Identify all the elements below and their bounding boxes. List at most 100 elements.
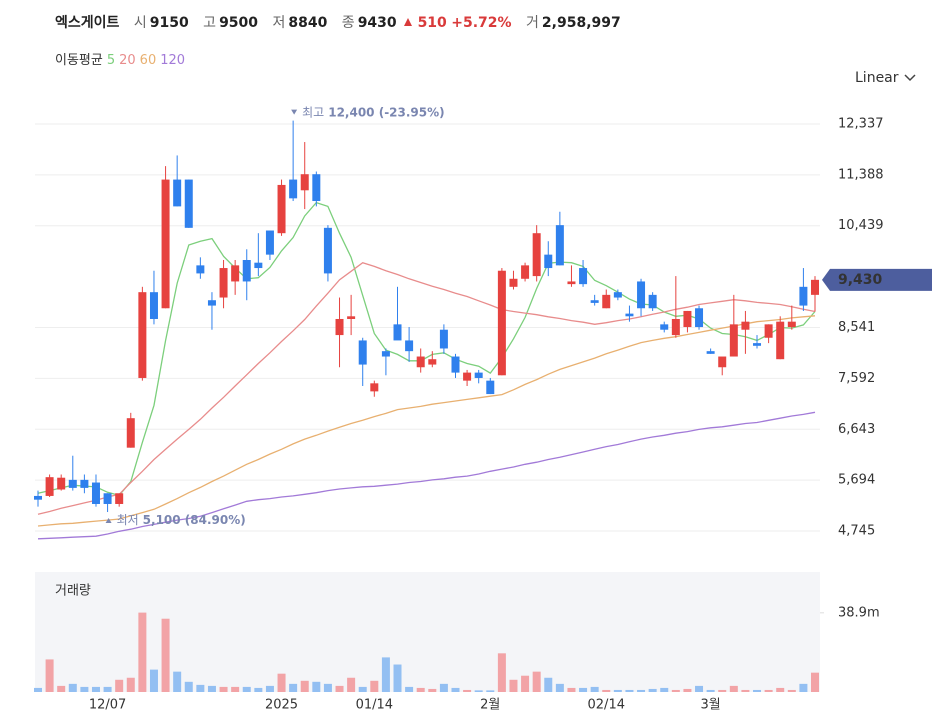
candle-body [602, 294, 611, 309]
annotation-value: 12,400 (-23.95%) [328, 105, 444, 119]
candle-body [706, 351, 715, 354]
candle-body [57, 477, 66, 490]
candle-body [532, 233, 541, 277]
candle-body [637, 281, 646, 309]
candle-body [91, 482, 100, 504]
volume-bar [254, 687, 263, 692]
last-price-badge [822, 268, 932, 291]
candle-body [544, 254, 553, 269]
volume-bar [497, 653, 506, 692]
volume-bar [439, 683, 448, 692]
volume-bar [683, 688, 692, 692]
volume-bar [463, 689, 472, 692]
candle-body [463, 372, 472, 381]
ma-line [37, 261, 816, 515]
candle-body [648, 294, 657, 309]
candle-body [381, 351, 390, 357]
legend-title: 이동평균 [55, 53, 103, 68]
volume-bar [718, 689, 727, 692]
candle-body [555, 225, 564, 266]
candle-body [196, 265, 205, 274]
x-tick-label: 02/14 [588, 698, 625, 713]
close-value: 9430 [357, 15, 397, 31]
volume-bar [544, 677, 553, 692]
candle-body [68, 479, 77, 488]
y-tick-label: 8,541 [838, 320, 875, 335]
candle-body [149, 292, 158, 319]
x-tick-label: 3월 [701, 698, 721, 713]
candle-body [277, 184, 286, 234]
volume-bar [265, 685, 274, 692]
candle-body [173, 179, 182, 207]
volume-bar [34, 687, 42, 692]
candle-body [567, 281, 576, 285]
candle-body [428, 359, 437, 365]
volume-bar [474, 690, 483, 692]
y-tick-label: 6,643 [838, 422, 875, 437]
x-tick-label: 2월 [480, 698, 500, 713]
low-label: 저 [272, 15, 286, 31]
candle-body [695, 308, 704, 328]
volume-bar [161, 618, 170, 692]
volume-bar [138, 612, 147, 692]
high-value: 9500 [219, 15, 259, 31]
volume-bar [126, 677, 135, 692]
candle-body [405, 340, 414, 352]
candle-body [347, 316, 356, 319]
candle-body [590, 300, 599, 303]
candle-body [787, 321, 796, 328]
x-tick-label: 2025 [265, 698, 298, 713]
quote-header: 엑스게이트 시 9150 고 9500 저 8840 종 9430 510 +5.72%… [55, 12, 621, 32]
volume-bar [300, 680, 309, 692]
ma-line [37, 315, 816, 527]
annotation-label: 최저 [117, 513, 139, 527]
candle-body [613, 292, 622, 298]
volume-value: 2,958,997 [541, 15, 621, 31]
candle-body [741, 321, 750, 330]
candle-body [497, 270, 506, 376]
candle-body [289, 179, 298, 199]
annotation-label: 최고 [302, 105, 324, 119]
volume-bar [323, 683, 332, 692]
scale-button[interactable]: Linear [855, 70, 916, 86]
scale-label[interactable]: Linear [855, 70, 899, 86]
volume-bar [184, 681, 193, 692]
volume-bar [347, 677, 356, 692]
volume-bar [231, 686, 240, 692]
change-pct: +5.72% [451, 15, 512, 31]
low-value: 8840 [288, 15, 328, 31]
volume-bar [277, 673, 286, 692]
legend-entry: 120 [160, 53, 186, 68]
volume-bar [381, 657, 390, 692]
y-tick-label: 7,592 [838, 371, 875, 386]
candle-body [521, 265, 530, 279]
volume-bar [787, 689, 796, 692]
candle-body [811, 279, 819, 295]
chevron[interactable] [904, 74, 916, 82]
ma-line [37, 201, 816, 497]
y-tick-label: 5,694 [838, 473, 875, 488]
volume-bar [312, 681, 321, 692]
candle-body [799, 286, 808, 306]
volume-bar [68, 683, 77, 692]
annotation-marker [105, 518, 112, 524]
volume-bar [799, 683, 808, 692]
volume-bar [521, 675, 530, 692]
candle-body [776, 321, 785, 360]
volume-bar [45, 659, 54, 692]
volume-bar [91, 686, 100, 692]
volume-bar [115, 679, 124, 692]
volume-bar [706, 689, 715, 692]
candle-body [126, 418, 135, 448]
up-arrow [404, 18, 413, 26]
candle-body [764, 324, 773, 338]
candle-body [265, 230, 274, 255]
volume-bar [393, 664, 402, 692]
last-price-label: 9,430 [838, 272, 883, 288]
volume-bar [358, 686, 367, 692]
candle-body [34, 495, 42, 500]
volume-bar [207, 685, 216, 692]
ma-line [37, 411, 816, 540]
